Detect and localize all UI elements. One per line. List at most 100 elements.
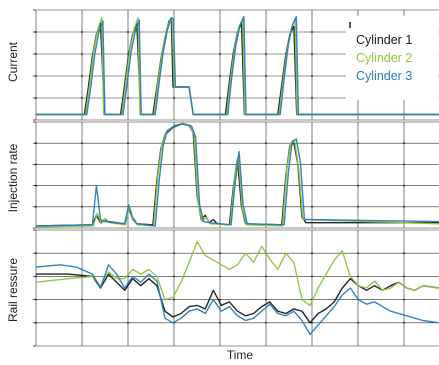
grid-node <box>81 75 83 77</box>
grid-node <box>403 142 405 145</box>
grid-node <box>265 31 267 33</box>
grid-node <box>35 252 37 255</box>
grid-node <box>219 142 221 145</box>
grid-node <box>265 142 267 145</box>
grid-node <box>81 31 83 33</box>
grid-node <box>311 163 313 166</box>
grid-node <box>403 205 405 208</box>
grid-node <box>35 31 37 33</box>
grid-node <box>81 142 83 145</box>
grid-node <box>403 252 405 255</box>
grid-node <box>219 31 221 33</box>
grid-node <box>219 205 221 208</box>
grid-node <box>311 252 313 255</box>
legend-entry-cylinder-1: Cylinder 1 <box>356 33 412 47</box>
grid-node <box>265 75 267 77</box>
series-line-cylinder-2-panel-2 <box>35 122 439 228</box>
grid-node <box>403 321 405 324</box>
series-line-cylinder-3-panel-1 <box>36 15 439 116</box>
grid-node <box>265 275 267 278</box>
grid-node <box>81 252 83 255</box>
grid-node <box>265 321 267 324</box>
legend-entry-cylinder-3: Cylinder 3 <box>356 69 412 83</box>
series-line-cylinder-2-panel-3 <box>35 240 439 307</box>
grid-node <box>311 205 313 208</box>
grid-node <box>311 97 313 99</box>
grid-node <box>357 205 359 208</box>
grid-node <box>81 163 83 166</box>
grid-node <box>127 31 129 33</box>
grid-node <box>219 163 221 166</box>
grid-node <box>219 252 221 255</box>
grid-node <box>127 321 129 324</box>
grid-node <box>311 321 313 324</box>
grid-node <box>127 252 129 255</box>
grid-node <box>403 184 405 187</box>
grid-node <box>357 142 359 145</box>
grid-node <box>81 298 83 301</box>
ylabel-current: Current <box>6 41 20 82</box>
grid-node <box>403 298 405 301</box>
grid-node <box>81 321 83 324</box>
grid-node <box>219 75 221 77</box>
grid-node <box>219 53 221 55</box>
series-line-cylinder-3-panel-3 <box>35 264 439 336</box>
axis-labels: Current Injection rate Rail ressure Time <box>6 41 253 362</box>
grid-node <box>311 75 313 77</box>
grid-node <box>127 142 129 145</box>
legend: Cylinder 1 Cylinder 2 Cylinder 3 <box>346 16 438 100</box>
legend-background <box>346 16 438 100</box>
grid-node <box>265 184 267 187</box>
series-lines <box>35 15 439 336</box>
series-line-cylinder-1-panel-3 <box>36 273 439 324</box>
series-line-cylinder-3-panel-2 <box>35 123 439 227</box>
grid-node <box>403 163 405 166</box>
series-line-cylinder-2-panel-1 <box>36 17 439 116</box>
grid-node <box>127 298 129 301</box>
grid-node <box>173 298 175 301</box>
ylabel-rail-pressure: Rail ressure <box>6 258 20 322</box>
ylabel-injection-rate: Injection rate <box>6 143 20 212</box>
grid-node <box>173 275 175 278</box>
grid-node <box>219 298 221 301</box>
grid-node <box>127 97 129 99</box>
grid-node <box>173 252 175 255</box>
legend-entry-cylinder-2: Cylinder 2 <box>356 51 412 65</box>
grid-node <box>219 97 221 99</box>
grid-node <box>265 163 267 166</box>
grid-node <box>127 163 129 166</box>
grid-node <box>311 53 313 55</box>
grid-node <box>357 252 359 255</box>
grid-node <box>403 275 405 278</box>
grid-node <box>81 184 83 187</box>
grid-node <box>311 31 313 33</box>
grid-node <box>173 142 175 145</box>
grid-node <box>173 97 175 99</box>
grid-node <box>265 298 267 301</box>
grid-node <box>81 205 83 208</box>
grid-node <box>219 275 221 278</box>
grid-node <box>219 184 221 187</box>
grid-node <box>81 53 83 55</box>
grid-node <box>357 275 359 278</box>
grid-node <box>35 75 37 77</box>
grid-node <box>265 53 267 55</box>
grid-node <box>35 184 37 187</box>
grid-node <box>357 163 359 166</box>
grid-node <box>173 205 175 208</box>
grid-node <box>265 205 267 208</box>
xlabel-time: Time <box>227 348 254 362</box>
grid-node <box>173 163 175 166</box>
grid-node <box>357 321 359 324</box>
grid-node <box>35 142 37 145</box>
grid-node <box>35 53 37 55</box>
grid-node <box>265 97 267 99</box>
grid-node <box>127 184 129 187</box>
grid-node <box>35 298 37 301</box>
grid-node <box>35 163 37 166</box>
grid-node <box>81 97 83 99</box>
grid-node <box>35 97 37 99</box>
grid-node <box>311 275 313 278</box>
grid-node <box>219 321 221 324</box>
